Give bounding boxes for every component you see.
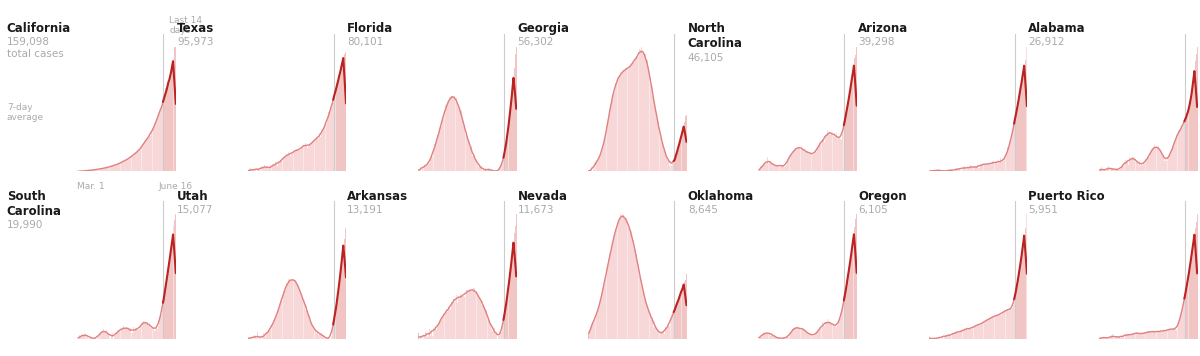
Text: 56,302: 56,302: [517, 37, 554, 47]
Text: Oregon: Oregon: [858, 190, 907, 203]
Text: North
Carolina: North Carolina: [688, 22, 743, 51]
Text: Utah: Utah: [178, 190, 209, 203]
Text: Florida: Florida: [347, 22, 394, 35]
Text: Nevada: Nevada: [517, 190, 568, 203]
Text: 26,912: 26,912: [1028, 37, 1064, 47]
Text: 80,101: 80,101: [347, 37, 384, 47]
Text: Mar. 1: Mar. 1: [78, 182, 106, 190]
Text: Oklahoma: Oklahoma: [688, 190, 754, 203]
Text: 5,951: 5,951: [1028, 205, 1058, 215]
Text: Last 14
days: Last 14 days: [169, 16, 203, 35]
Text: Arkansas: Arkansas: [347, 190, 408, 203]
Text: Arizona: Arizona: [858, 22, 908, 35]
Text: 7-day
average: 7-day average: [7, 103, 44, 122]
Text: 46,105: 46,105: [688, 52, 724, 63]
Text: June 16: June 16: [158, 182, 193, 190]
Text: California: California: [7, 22, 71, 35]
Text: 19,990: 19,990: [7, 220, 43, 230]
Text: South
Carolina: South Carolina: [7, 190, 62, 218]
Text: 15,077: 15,077: [178, 205, 214, 215]
Text: 11,673: 11,673: [517, 205, 554, 215]
Text: 8,645: 8,645: [688, 205, 718, 215]
Text: 13,191: 13,191: [347, 205, 384, 215]
Text: Alabama: Alabama: [1028, 22, 1086, 35]
Text: Georgia: Georgia: [517, 22, 570, 35]
Text: 39,298: 39,298: [858, 37, 894, 47]
Text: Texas: Texas: [178, 22, 215, 35]
Text: 6,105: 6,105: [858, 205, 888, 215]
Text: Puerto Rico: Puerto Rico: [1028, 190, 1105, 203]
Text: 159,098
total cases: 159,098 total cases: [7, 37, 64, 59]
Text: 95,973: 95,973: [178, 37, 214, 47]
